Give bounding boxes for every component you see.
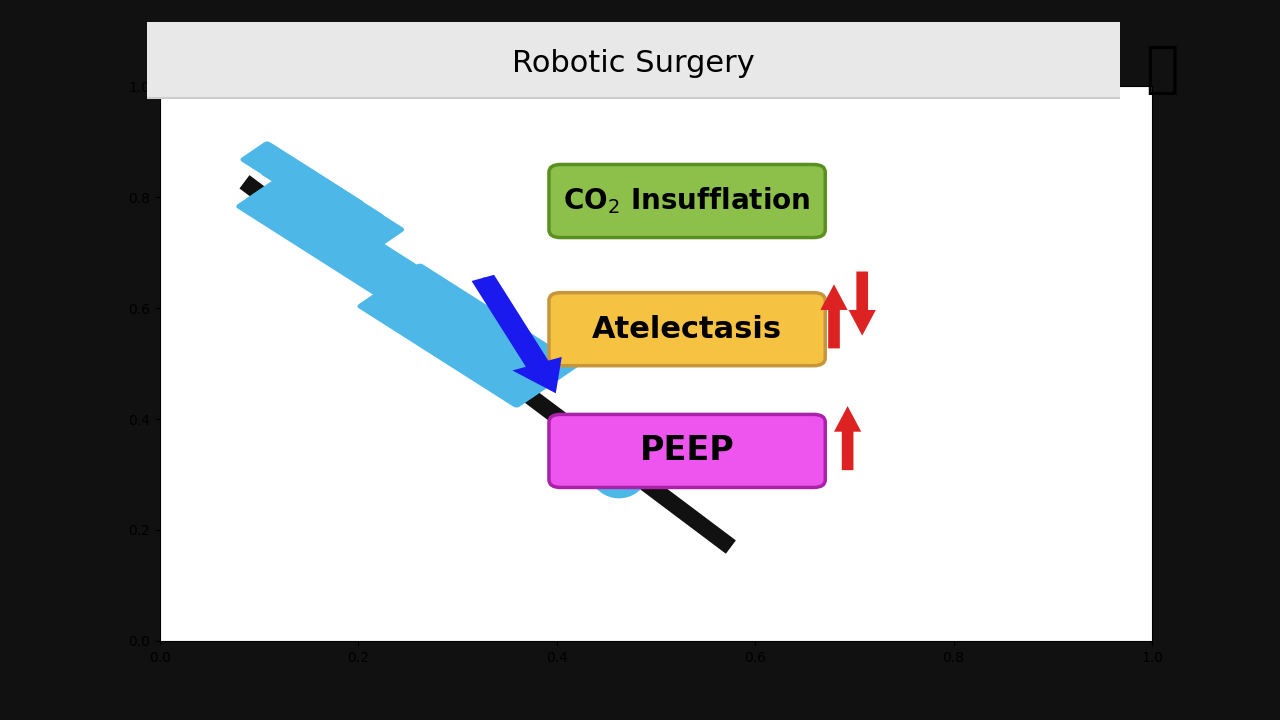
FancyArrow shape xyxy=(835,406,861,470)
FancyBboxPatch shape xyxy=(237,178,438,307)
FancyBboxPatch shape xyxy=(549,292,826,366)
Text: CO$_2$ Insufflation: CO$_2$ Insufflation xyxy=(563,186,810,217)
FancyBboxPatch shape xyxy=(549,415,826,487)
Ellipse shape xyxy=(584,416,654,498)
FancyArrow shape xyxy=(471,275,562,393)
Text: 👤: 👤 xyxy=(1146,43,1178,97)
FancyBboxPatch shape xyxy=(282,168,404,248)
Text: Robotic Surgery: Robotic Surgery xyxy=(512,49,755,78)
FancyBboxPatch shape xyxy=(261,155,384,234)
FancyBboxPatch shape xyxy=(147,22,1120,99)
FancyBboxPatch shape xyxy=(241,141,364,221)
FancyArrow shape xyxy=(849,271,876,336)
FancyBboxPatch shape xyxy=(357,264,579,408)
FancyArrow shape xyxy=(820,284,847,348)
FancyBboxPatch shape xyxy=(549,164,826,238)
Text: Atelectasis: Atelectasis xyxy=(593,315,782,343)
Text: PEEP: PEEP xyxy=(640,434,735,467)
